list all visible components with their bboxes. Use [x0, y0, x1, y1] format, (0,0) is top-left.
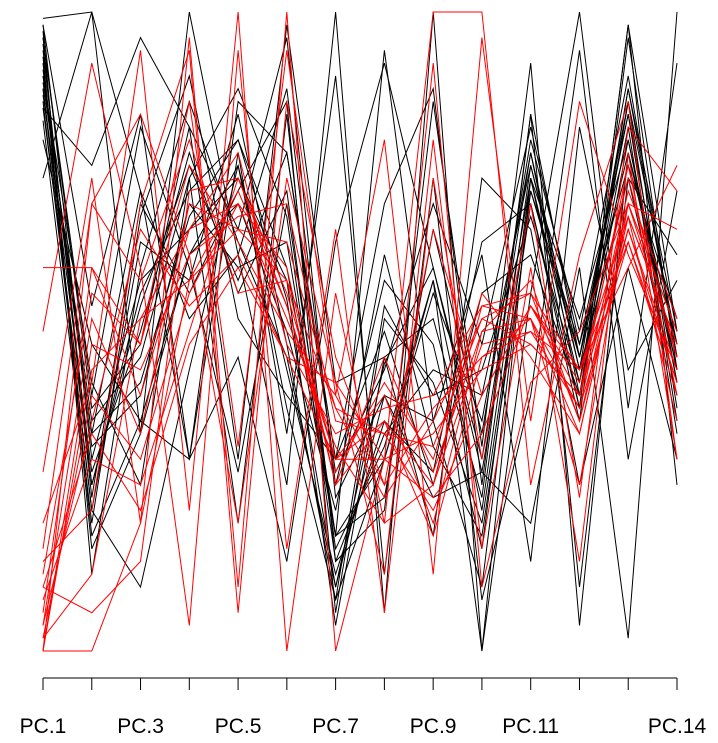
series-line-13	[42, 95, 678, 538]
series-line-25	[42, 189, 678, 652]
series-line-18	[42, 24, 678, 537]
x-tick-label: PC.7	[312, 715, 359, 738]
series-line-38	[42, 11, 678, 652]
series-line-10	[42, 37, 678, 549]
series-line-39	[43, 37, 678, 575]
series-line-36	[42, 11, 678, 652]
series-line-5	[42, 101, 678, 600]
x-tick-label: PC.5	[215, 715, 262, 738]
series-line-34	[42, 177, 678, 614]
series-line-41	[42, 50, 678, 613]
series-line-30	[42, 177, 678, 652]
x-tick-label: PC.14	[648, 715, 707, 738]
series-line-27	[42, 202, 678, 639]
series-line-40	[42, 112, 678, 652]
series-line-20	[42, 37, 678, 562]
series-line-15	[42, 11, 678, 639]
x-tick-label: PC.11	[502, 715, 559, 738]
x-tick-labels: PC.1 PC.3 PC.5 PC.7 PC.9 PC.11 PC.14	[20, 715, 707, 738]
x-axis	[42, 677, 678, 690]
series-line-17	[42, 24, 678, 601]
series-line-12	[42, 31, 678, 588]
series-line-22	[42, 63, 678, 626]
series-line-14	[42, 43, 678, 613]
series-lines	[42, 11, 678, 652]
series-line-16	[42, 11, 678, 652]
x-tick-label: PC.3	[117, 715, 164, 738]
series-line-19	[42, 86, 678, 588]
x-tick-label: PC.1	[20, 715, 67, 738]
x-tick-label: PC.9	[410, 715, 457, 738]
